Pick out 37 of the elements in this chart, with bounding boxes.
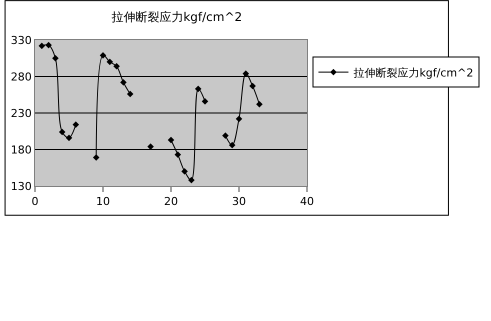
point bbox=[249, 82, 256, 90]
point bbox=[147, 143, 154, 150]
point bbox=[222, 132, 229, 139]
point bbox=[228, 142, 236, 148]
y-tick-label: 130 bbox=[10, 180, 32, 193]
y-tick-label: 180 bbox=[10, 143, 32, 156]
x-tick-label: 30 bbox=[232, 195, 246, 208]
point bbox=[45, 42, 52, 48]
point bbox=[38, 42, 46, 50]
point bbox=[242, 70, 250, 77]
y-tick-label: 330 bbox=[10, 34, 32, 47]
point bbox=[188, 176, 195, 184]
point bbox=[106, 58, 114, 66]
point bbox=[100, 52, 106, 59]
point bbox=[52, 55, 59, 62]
point bbox=[66, 134, 72, 142]
point bbox=[181, 168, 188, 175]
point bbox=[174, 151, 182, 158]
x-tick-label: 0 bbox=[32, 195, 38, 208]
y-tick-label: 280 bbox=[10, 70, 32, 84]
point bbox=[58, 128, 66, 136]
y-tick-label: 230 bbox=[10, 106, 32, 120]
point bbox=[113, 63, 120, 70]
point bbox=[194, 86, 202, 92]
point bbox=[236, 116, 242, 122]
legend-label: 拉伸断裂应力kgf/cm^2 bbox=[353, 66, 474, 80]
point bbox=[72, 121, 80, 128]
chart-title: 拉伸断裂应力kgf/cm^2 bbox=[111, 10, 242, 24]
point bbox=[256, 100, 263, 108]
point bbox=[92, 154, 100, 161]
x-tick-label: 20 bbox=[164, 195, 178, 208]
x-tick-label: 10 bbox=[96, 195, 110, 208]
x-tick-label: 40 bbox=[300, 195, 314, 208]
point bbox=[168, 136, 174, 144]
point bbox=[120, 79, 127, 86]
point bbox=[202, 98, 208, 105]
point bbox=[126, 90, 134, 98]
